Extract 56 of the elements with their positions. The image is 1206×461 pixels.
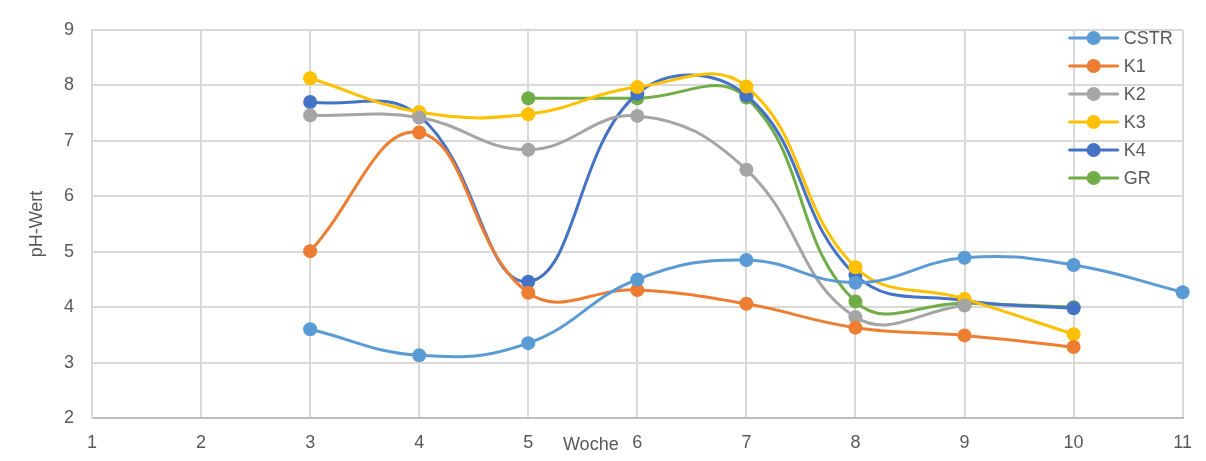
- point: [630, 108, 645, 123]
- point: [848, 275, 863, 290]
- point: [739, 162, 754, 177]
- legend-label: K2: [1123, 83, 1146, 104]
- point: [303, 71, 318, 86]
- point: [630, 272, 645, 287]
- point: [1175, 285, 1190, 300]
- x-tick-label: 11: [1173, 431, 1192, 452]
- legend-label: GR: [1123, 167, 1151, 188]
- point: [521, 91, 536, 106]
- x-tick-label: 7: [741, 431, 752, 452]
- y-tick-label: 7: [63, 129, 74, 150]
- point: [739, 79, 754, 94]
- x-tick-label: 1: [86, 431, 98, 452]
- y-tick-label: 9: [63, 18, 74, 39]
- point: [957, 250, 972, 265]
- point: [303, 108, 318, 123]
- point: [412, 125, 427, 140]
- y-axis-title: pH-Wert: [25, 190, 46, 258]
- y-tick-label: 5: [63, 240, 74, 261]
- point: [521, 336, 536, 351]
- y-tick-label: 2: [63, 406, 74, 427]
- point: [1066, 258, 1081, 273]
- x-tick-label: 5: [523, 431, 534, 452]
- legend-label: CSTR: [1123, 27, 1173, 48]
- legend-label: K3: [1123, 111, 1146, 132]
- point: [521, 107, 536, 122]
- x-tick-label: 6: [632, 431, 643, 452]
- y-tick-label: 8: [63, 74, 74, 95]
- x-tick-label: 2: [196, 431, 207, 452]
- x-tick-label: 8: [850, 431, 861, 452]
- legend-label: K4: [1123, 139, 1146, 160]
- point: [412, 348, 427, 363]
- y-tick-label: 6: [63, 185, 74, 206]
- point: [957, 328, 972, 343]
- x-tick-label: 3: [305, 431, 316, 452]
- point: [848, 260, 863, 275]
- x-tick-label: 4: [414, 431, 425, 452]
- x-tick-label: 9: [959, 431, 970, 452]
- point: [739, 296, 754, 311]
- point: [521, 285, 536, 300]
- point: [848, 294, 863, 309]
- point: [521, 142, 536, 157]
- point: [1066, 327, 1081, 342]
- y-tick-label: 4: [63, 296, 74, 317]
- point: [303, 95, 318, 110]
- x-tick-label: 10: [1063, 431, 1084, 452]
- legend-label: K1: [1123, 55, 1146, 76]
- point: [303, 244, 318, 259]
- point: [1066, 340, 1081, 355]
- y-tick-label: 3: [63, 351, 74, 372]
- point: [739, 253, 754, 268]
- x-axis-title: Woche: [562, 433, 619, 454]
- point: [630, 80, 645, 95]
- point: [848, 320, 863, 335]
- point: [303, 322, 318, 337]
